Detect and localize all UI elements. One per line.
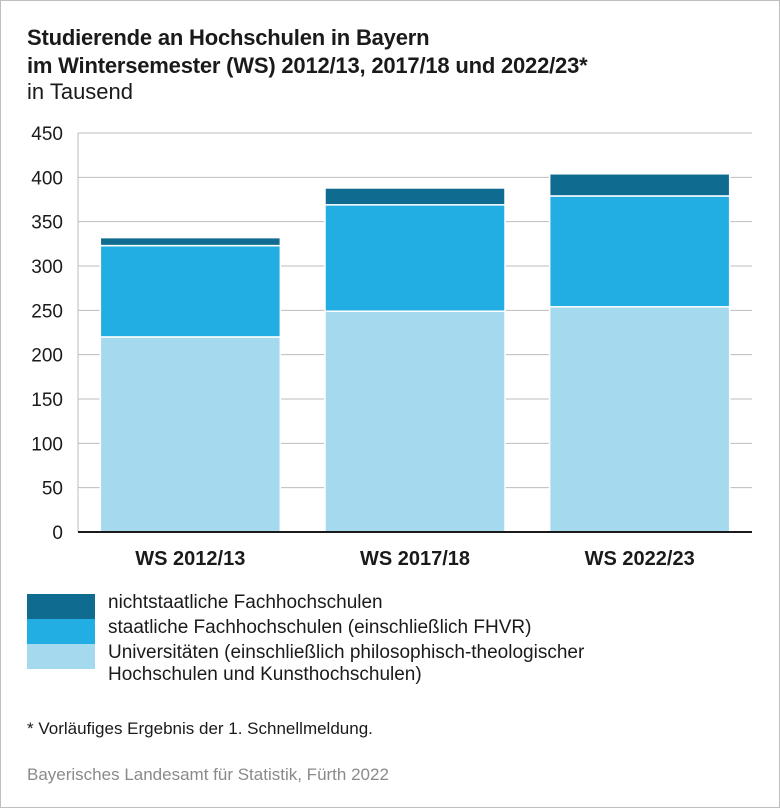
x-category-label: WS 2017/18 xyxy=(360,548,470,570)
source-note: Bayerisches Landesamt für Statistik, Für… xyxy=(27,765,389,784)
legend-label: Universitäten (einschließlich philosophi… xyxy=(108,642,585,685)
bars xyxy=(99,173,731,533)
legend-swatch xyxy=(27,619,95,644)
bar-segment-1-1 xyxy=(99,336,282,533)
bar-segment-1-2 xyxy=(324,310,506,533)
legend: nichtstaatliche Fachhochschulen staatlich… xyxy=(27,592,688,689)
x-category-label: WS 2022/23 xyxy=(585,548,695,570)
bar-segment-2-3 xyxy=(548,195,731,308)
y-tick-label: 400 xyxy=(31,168,63,189)
legend-item: staatliche Fachhochschulen (einschließli… xyxy=(27,617,688,644)
y-tick-label: 250 xyxy=(31,301,63,322)
y-tick-label: 100 xyxy=(31,434,63,455)
legend-swatch xyxy=(27,594,95,619)
legend-label: nichtstaatliche Fachhochschulen xyxy=(108,592,383,613)
y-tick-label: 450 xyxy=(31,124,63,145)
y-tick-label: 300 xyxy=(31,257,63,278)
x-axis-category-labels: WS 2012/13 WS 2017/18 WS 2022/23 xyxy=(135,548,694,570)
chart-title: Studierende an Hochschulen in Bayern im … xyxy=(27,24,588,80)
chart-title-line-1: Studierende an Hochschulen in Bayern xyxy=(27,25,430,50)
y-tick-label: 350 xyxy=(31,213,63,234)
y-tick-label: 200 xyxy=(31,346,63,367)
y-axis-tick-labels: 0 50 100 150 200 250 300 350 400 450 xyxy=(31,124,63,544)
bar-segment-3-1 xyxy=(99,236,282,247)
footnote: * Vorläufiges Ergebnis der 1. Schnellmel… xyxy=(27,719,373,738)
y-tick-label: 50 xyxy=(42,479,63,500)
bar-segment-2-1 xyxy=(99,244,282,338)
y-tick-label: 0 xyxy=(52,523,63,544)
legend-swatch xyxy=(27,644,95,669)
legend-item: Universitäten (einschließlich philosophi… xyxy=(27,642,688,686)
bar-segment-3-3 xyxy=(548,173,731,197)
legend-label: staatliche Fachhochschulen (einschließli… xyxy=(108,617,532,638)
bar-segment-2-2 xyxy=(324,204,506,312)
legend-item: nichtstaatliche Fachhochschulen xyxy=(27,592,688,619)
chart-title-line-2: im Wintersemester (WS) 2012/13, 2017/18 … xyxy=(27,53,588,78)
x-category-label: WS 2012/13 xyxy=(135,548,245,570)
chart-subtitle: in Tausend xyxy=(27,79,134,104)
bar-segment-3-2 xyxy=(324,187,506,206)
y-tick-label: 150 xyxy=(31,390,63,411)
bar-segment-1-3 xyxy=(548,306,731,533)
